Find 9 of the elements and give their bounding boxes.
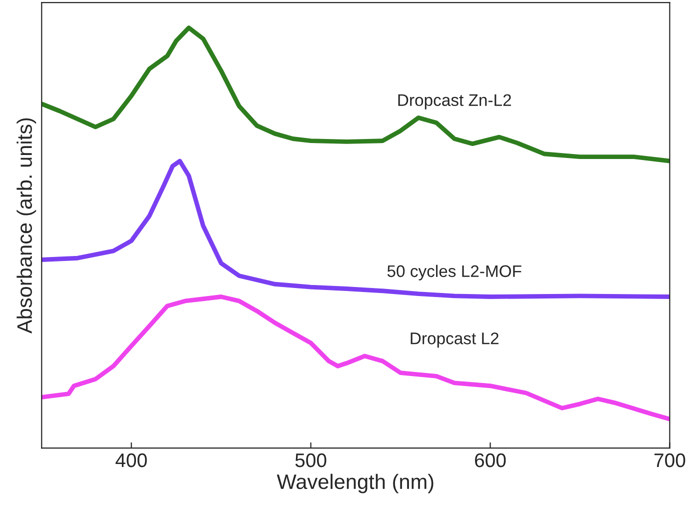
x-tick-label: 500 bbox=[295, 453, 326, 468]
series-label: Dropcast Zn-L2 bbox=[398, 94, 511, 110]
x-axis-title: Wavelength (nm) bbox=[276, 474, 434, 494]
x-tick-label: 400 bbox=[116, 453, 147, 468]
series-label: 50 cycles L2-MOF bbox=[387, 264, 522, 280]
x-tick-label: 700 bbox=[654, 453, 686, 468]
x-tick-label: 600 bbox=[475, 453, 506, 468]
series-label: Dropcast L2 bbox=[410, 332, 498, 348]
y-axis-title: Absorbance (arb. units) bbox=[16, 118, 36, 334]
